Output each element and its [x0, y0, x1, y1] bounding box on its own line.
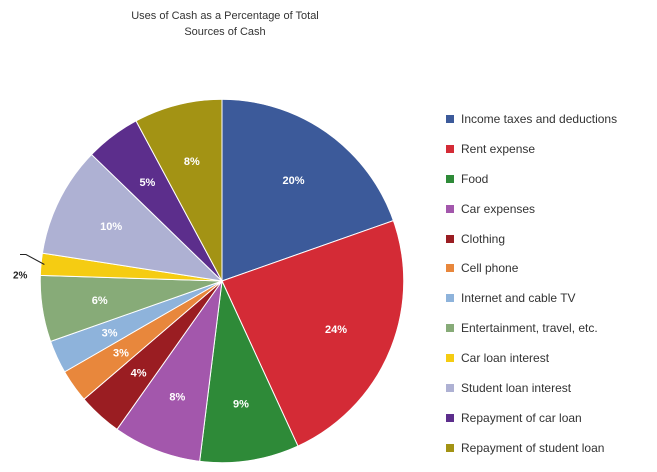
legend-item-car-loan-interest: Car loan interest — [446, 343, 617, 373]
legend-item-student-loan-interest: Student loan interest — [446, 373, 617, 403]
legend-swatch — [446, 324, 454, 333]
legend-swatch — [446, 114, 454, 123]
legend-label: Student loan interest — [461, 380, 572, 395]
slice-label-income-taxes-and-deductions: 20% — [282, 175, 304, 187]
legend-item-cell-phone: Cell phone — [446, 253, 617, 283]
slice-label-food: 9% — [233, 398, 249, 410]
legend-item-repayment-of-car-loan: Repayment of car loan — [446, 403, 617, 433]
slice-label-repayment-of-student-loan: 8% — [184, 156, 200, 168]
legend-swatch — [446, 413, 454, 422]
pie-slices — [39, 98, 405, 464]
legend-item-income-taxes-and-deductions: Income taxes and deductions — [446, 104, 617, 134]
legend-label: Food — [461, 171, 489, 186]
chart-title-line1: Uses of Cash as a Percentage of Total — [131, 10, 319, 22]
legend-item-repayment-of-student-loan: Repayment of student loan — [446, 433, 617, 463]
legend-item-internet-and-cable-tv: Internet and cable TV — [446, 283, 617, 313]
legend-item-clothing: Clothing — [446, 224, 617, 254]
legend-item-entertainment-travel-etc: Entertainment, travel, etc. — [446, 313, 617, 343]
legend-item-rent-expense: Rent expense — [446, 134, 617, 164]
legend-item-food: Food — [446, 164, 617, 194]
legend-swatch — [446, 443, 454, 452]
slice-label-internet-and-cable-tv: 3% — [102, 328, 118, 340]
pie-outline — [39, 98, 405, 464]
legend-item-car-expenses: Car expenses — [446, 194, 617, 224]
legend-label: Entertainment, travel, etc. — [461, 321, 598, 336]
chart-title-line2: Sources of Cash — [184, 26, 266, 38]
callout-line-car-loan-interest — [20, 254, 45, 265]
legend-swatch — [446, 264, 454, 273]
slice-label-student-loan-interest: 10% — [100, 221, 122, 233]
legend-label: Car loan interest — [461, 351, 550, 366]
slice-label-entertainment-travel-etc: 6% — [92, 295, 108, 307]
legend-swatch — [446, 174, 454, 183]
legend-label: Rent expense — [461, 141, 536, 156]
slice-label-car-loan-interest: 2% — [13, 271, 28, 282]
legend-swatch — [446, 354, 454, 363]
slice-label-cell-phone: 3% — [113, 348, 129, 360]
legend-swatch — [446, 234, 454, 243]
legend-label: Cell phone — [461, 261, 519, 276]
legend: Income taxes and deductions Rent expense F… — [446, 104, 617, 463]
slice-label-car-expenses: 8% — [169, 391, 185, 403]
legend-swatch — [446, 383, 454, 392]
legend-swatch — [446, 294, 454, 303]
legend-label: Repayment of student loan — [461, 440, 605, 455]
legend-label: Repayment of car loan — [461, 410, 582, 425]
legend-swatch — [446, 204, 454, 213]
slice-label-repayment-of-car-loan: 5% — [139, 177, 155, 189]
legend-label: Income taxes and deductions — [461, 111, 618, 126]
chart-title: Uses of Cash as a Percentage of Total So… — [70, 8, 380, 40]
legend-swatch — [446, 144, 454, 153]
pie-labels: 20%24%9%8%4%3%3%6%2%10%5%8% — [13, 156, 347, 410]
legend-label: Car expenses — [461, 201, 536, 216]
slice-label-rent-expense: 24% — [325, 324, 347, 336]
legend-label: Internet and cable TV — [461, 291, 576, 306]
legend-label: Clothing — [461, 231, 506, 246]
slice-label-clothing: 4% — [131, 368, 147, 380]
